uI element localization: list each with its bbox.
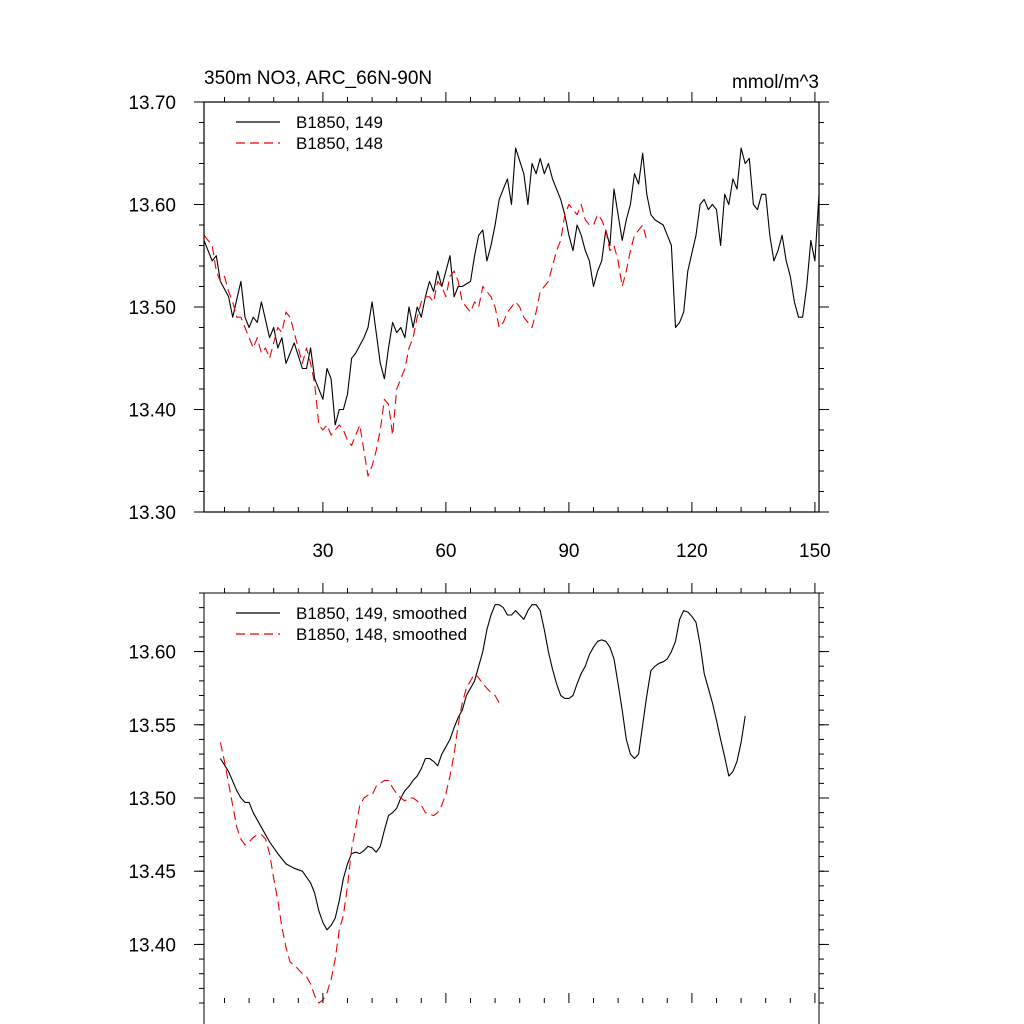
chart-title: 350m NO3, ARC_66N-90N [204,68,432,89]
bottom-legend: B1850, 149, smoothed B1850, 148, smoothe… [236,604,467,644]
x-tick-label: 90 [558,541,579,562]
x-tick-label: 150 [799,541,831,562]
top-series-group [203,147,820,477]
series-line-0-1 [203,203,648,477]
series-line-1-0 [219,604,746,931]
y-tick-label: 13.60 [128,196,176,217]
units-label: mmol/m^3 [732,72,819,93]
top-axes: 30 60 90 120 150 13.30 13.40 13.50 13.60 13.70 [128,92,831,562]
y-tick-label: 13.40 [128,935,176,956]
x-tick-label: 30 [312,541,333,562]
legend-label-148-smoothed: B1850, 148, smoothed [296,625,467,644]
y-tick-label: 13.55 [128,716,176,737]
top-panel: 350m NO3, ARC_66N-90N mmol/m^3 30 60 90 120… [128,68,830,562]
y-tick-label: 13.45 [128,862,176,883]
bottom-series-group [219,604,746,1004]
y-tick-label: 13.30 [128,503,176,524]
series-line-0-0 [203,147,820,426]
y-tick-label: 13.60 [128,643,176,664]
bottom-panel: 13.40 13.45 13.50 13.55 13.60 B1850, 149, sm… [128,583,829,1024]
bottom-axes: 13.40 13.45 13.50 13.55 13.60 [128,583,829,1004]
top-legend: B1850, 149 B1850, 148 [236,113,383,153]
y-tick-label: 13.50 [128,298,176,319]
y-tick-label: 13.70 [128,93,176,114]
x-tick-label: 120 [676,541,708,562]
legend-label-148: B1850, 148 [296,134,383,153]
y-tick-label: 13.50 [128,789,176,810]
x-tick-label: 60 [435,541,456,562]
y-tick-label: 13.40 [128,401,176,422]
legend-label-149-smoothed: B1850, 149, smoothed [296,604,467,623]
series-line-1-1 [219,672,504,1004]
legend-label-149: B1850, 149 [296,113,383,132]
